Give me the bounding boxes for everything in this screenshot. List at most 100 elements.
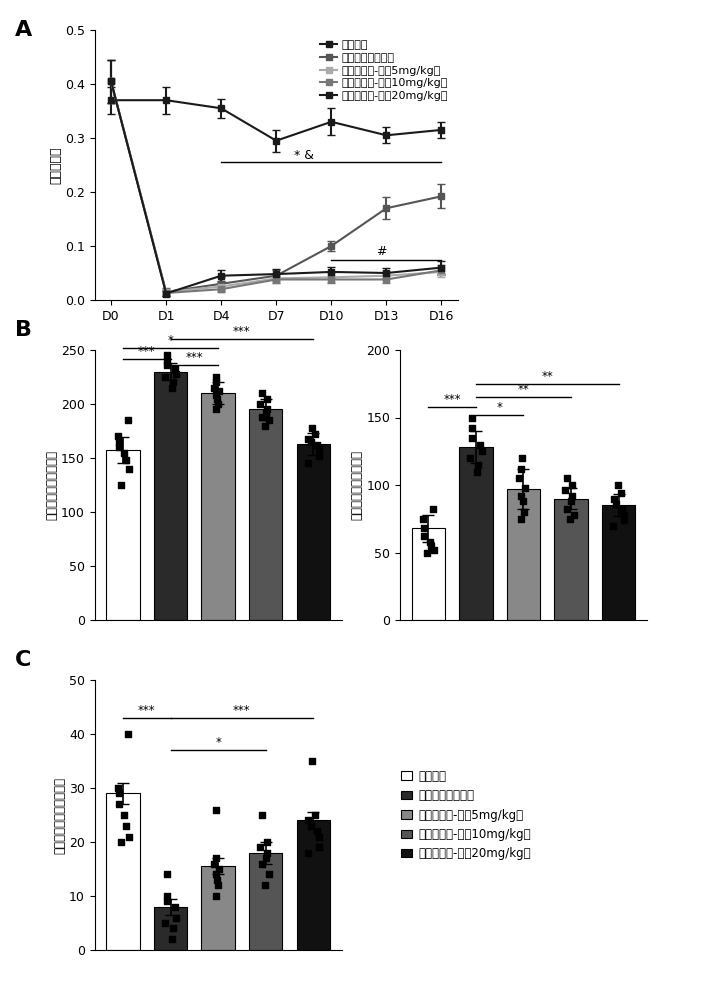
Point (208, 856, 220, 872)
Point (566, 488, 578, 504)
Point (467, 430, 478, 446)
Point (560, 482, 571, 498)
Bar (297, 820, 330, 950)
Bar (201, 866, 235, 950)
Point (212, 872, 223, 888)
Point (256, 385, 268, 401)
Point (166, 380, 177, 396)
Bar (411, 528, 445, 620)
Point (112, 428, 124, 444)
Point (305, 434, 316, 450)
Point (427, 501, 438, 517)
Text: **: ** (542, 370, 553, 383)
Point (260, 877, 271, 893)
Point (612, 477, 624, 493)
Point (428, 542, 440, 558)
Text: *: * (168, 334, 174, 347)
Point (120, 818, 132, 834)
Text: ***: *** (138, 704, 156, 717)
Point (561, 501, 573, 517)
Legend: 假手术组, 脊神经结扎模型组, 雷公藤红素-低（5mg/kg）, 雷公藤红素-中（10mg/kg）, 雷公藤红素-高（20mg/kg）: 假手术组, 脊神经结扎模型组, 雷公藤红素-低（5mg/kg）, 雷公藤红素-中… (401, 770, 531, 860)
Point (261, 834, 273, 850)
Text: ***: *** (443, 393, 461, 406)
Point (424, 534, 435, 550)
Point (517, 493, 529, 509)
Point (169, 899, 180, 915)
Point (310, 426, 321, 442)
Point (158, 369, 170, 385)
Point (208, 380, 220, 396)
Point (313, 448, 324, 464)
Y-axis label: 机械痛阈値: 机械痛阈値 (49, 146, 62, 184)
Point (161, 353, 172, 369)
Point (566, 477, 578, 493)
Bar (201, 393, 235, 620)
Point (123, 829, 134, 845)
Point (121, 412, 133, 428)
Point (260, 418, 271, 434)
Point (260, 405, 272, 421)
Text: *: * (215, 736, 221, 749)
Point (313, 441, 325, 457)
Bar (602, 505, 635, 620)
Point (515, 461, 526, 477)
Point (113, 785, 124, 801)
Text: #: # (376, 245, 386, 258)
Point (261, 401, 273, 417)
Text: ***: *** (233, 704, 251, 717)
Bar (249, 409, 282, 620)
Point (418, 520, 430, 536)
Point (513, 470, 525, 486)
Point (305, 818, 316, 834)
Bar (106, 450, 140, 620)
Point (565, 511, 577, 527)
Point (167, 374, 179, 390)
Point (212, 877, 224, 893)
Bar (249, 853, 282, 950)
Point (260, 850, 272, 866)
Bar (154, 907, 188, 950)
Point (214, 861, 225, 877)
Text: **: ** (518, 383, 529, 396)
Point (120, 452, 132, 468)
Point (116, 477, 127, 493)
Text: ***: *** (185, 351, 203, 364)
Point (209, 387, 221, 403)
Point (313, 839, 324, 855)
Text: *: * (497, 401, 502, 414)
Point (313, 829, 325, 845)
Point (608, 490, 619, 506)
Point (471, 464, 483, 480)
Point (610, 496, 622, 512)
Point (171, 366, 182, 382)
Point (425, 538, 437, 554)
Point (112, 780, 124, 796)
Point (311, 437, 323, 453)
Point (169, 361, 180, 377)
Point (209, 866, 221, 882)
Point (261, 845, 273, 861)
Point (615, 485, 627, 501)
Point (569, 507, 580, 523)
Point (167, 920, 179, 936)
Bar (154, 372, 188, 620)
Point (302, 812, 314, 828)
Point (161, 893, 173, 909)
Point (307, 753, 318, 769)
Point (166, 931, 177, 947)
Point (566, 493, 577, 509)
Bar (106, 793, 140, 950)
Point (515, 488, 526, 504)
Point (464, 450, 475, 466)
Point (211, 802, 222, 818)
Y-axis label: 旷场试验中心场停留时间: 旷场试验中心场停留时间 (53, 776, 66, 854)
Point (158, 915, 170, 931)
Text: ***: *** (138, 345, 156, 358)
Point (209, 374, 221, 390)
Point (121, 726, 133, 742)
Point (515, 511, 527, 527)
Point (263, 412, 275, 428)
Point (466, 410, 478, 426)
Bar (459, 447, 493, 620)
Point (418, 528, 430, 544)
